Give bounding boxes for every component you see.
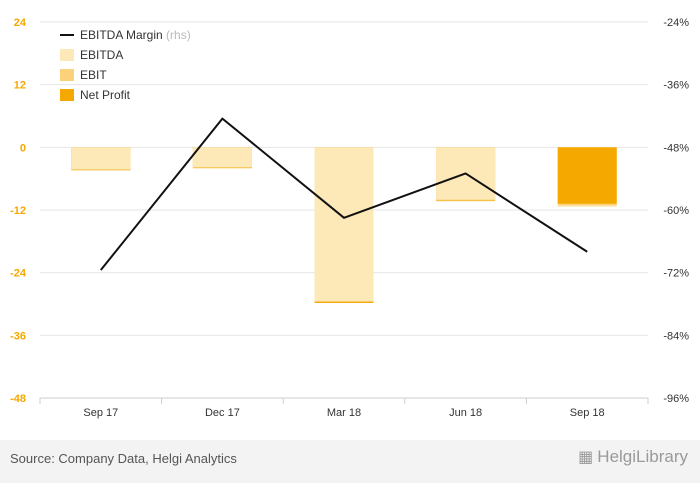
x-tick-label: Mar 18 — [327, 407, 361, 419]
legend-label: EBIT — [80, 68, 107, 82]
legend-swatch — [60, 49, 74, 61]
legend-label: EBITDA — [80, 48, 123, 62]
bar-net-profit — [557, 147, 617, 204]
chart-svg: 24 -24% 12 -36% 0 -48% -12 -60% -24 -72% -36 -84% -4… — [10, 17, 689, 419]
legend-label: EBITDA Margin (rhs) — [80, 28, 191, 42]
helgi-library-logo-icon: ▦ — [578, 449, 594, 466]
y-right-tick-label: -36% — [663, 80, 689, 92]
legend-note: (rhs) — [163, 28, 191, 42]
brand: ▦ HelgiLibrary — [578, 447, 688, 467]
y-right-tick-label: -24% — [663, 17, 689, 29]
bar-ebitda — [71, 147, 131, 170]
y-right-tick-label: -48% — [663, 142, 689, 154]
x-tick-label: Sep 18 — [570, 407, 605, 419]
y-left-tick-label: -36 — [10, 330, 26, 342]
legend-label: Net Profit — [80, 88, 131, 102]
y-right-tick-label: -96% — [663, 393, 689, 405]
y-left-tick-label: -48 — [10, 393, 26, 405]
y-left-tick-label: -12 — [10, 205, 26, 217]
brand-name: HelgiLibrary — [597, 447, 688, 466]
x-tick-label: Dec 17 — [205, 407, 240, 419]
source-note: Source: Company Data, Helgi Analytics — [10, 451, 237, 466]
legend-swatch — [60, 69, 74, 81]
y-right-tick-label: -72% — [663, 268, 689, 280]
x-tick-label: Jun 18 — [449, 407, 482, 419]
footer-band — [0, 440, 700, 483]
bar-ebitda — [314, 147, 374, 301]
y-right-tick-label: -84% — [663, 330, 689, 342]
legend-swatch — [60, 89, 74, 101]
ebitda-margin-line — [100, 117, 588, 271]
x-tick-label: Sep 17 — [83, 407, 118, 419]
y-left-tick-label: 12 — [14, 80, 26, 92]
y-left-tick-label: 24 — [14, 17, 27, 29]
y-left-tick-label: 0 — [20, 142, 26, 154]
bar-ebitda — [192, 147, 252, 168]
y-right-tick-label: -60% — [663, 205, 689, 217]
y-left-tick-label: -24 — [10, 268, 27, 280]
